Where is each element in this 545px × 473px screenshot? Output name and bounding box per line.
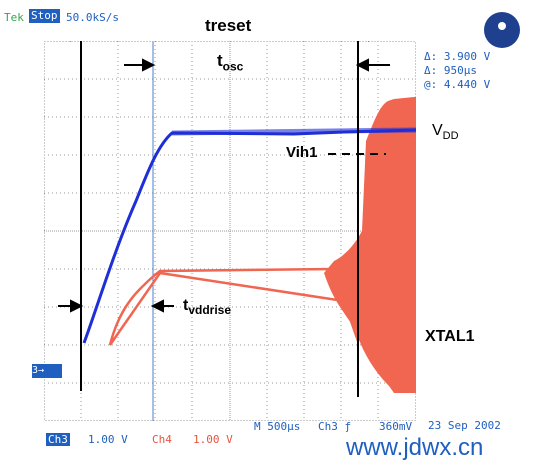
cursor-readout: Δ: 3.900 V Δ: 950µs @: 4.440 V <box>424 50 490 92</box>
tosc-label: tosc <box>217 51 243 73</box>
tosc-sub: osc <box>222 59 244 74</box>
tvddrise-sub: vddrise <box>188 303 232 318</box>
ch4-scale: 1.00 V <box>193 433 233 446</box>
tosc-arrows <box>124 58 390 72</box>
vdd-label: VDD <box>432 122 459 142</box>
tosc-main: t <box>217 51 223 70</box>
vdd-sub: DD <box>442 130 459 143</box>
trigger-level: 360mV <box>379 420 413 433</box>
ch4-badge[interactable]: Ch4 <box>152 433 172 446</box>
ch3-scale: 1.00 V <box>88 433 128 446</box>
watermark-text: www.jdwx.cn <box>346 434 484 461</box>
vdd-main: V <box>432 122 443 139</box>
waveform-plot <box>44 41 416 421</box>
xtal1-label: XTAL1 <box>425 328 475 345</box>
xtal1-startup-trace <box>108 267 360 346</box>
vdd-trace <box>82 128 416 344</box>
cursor-delta-voltage: Δ: 3.900 V <box>424 50 491 63</box>
tvddrise-main: t <box>183 297 189 314</box>
acquisition-state-badge: Stop <box>29 9 60 23</box>
trigger-source: Ch3 ƒ <box>318 420 352 433</box>
vih1-label: Vih1 <box>286 144 318 161</box>
cursor-at-voltage: @: 4.440 V <box>424 78 491 91</box>
vdd-plateau-noise <box>171 127 416 136</box>
treset-label: treset <box>205 16 252 35</box>
xtal1-oscillation-envelope <box>324 97 416 393</box>
ch3-badge[interactable]: Ch3 <box>46 433 70 446</box>
tektronix-logo-icon <box>484 12 520 48</box>
ch3-ground-marker[interactable]: 3→ <box>32 364 62 378</box>
status-bar: Tek Stop 50.0kS/s <box>0 0 545 32</box>
tvddrise-arrows <box>58 299 174 313</box>
date-stamp: 23 Sep 2002 <box>428 419 501 432</box>
sample-rate: 50.0kS/s <box>66 11 119 24</box>
timebase-readout: M 500µs <box>254 420 301 433</box>
cursor-delta-time: Δ: 950µs <box>424 64 477 77</box>
tvddrise-label: tvddrise <box>183 297 231 317</box>
tek-brand: Tek <box>4 11 24 24</box>
